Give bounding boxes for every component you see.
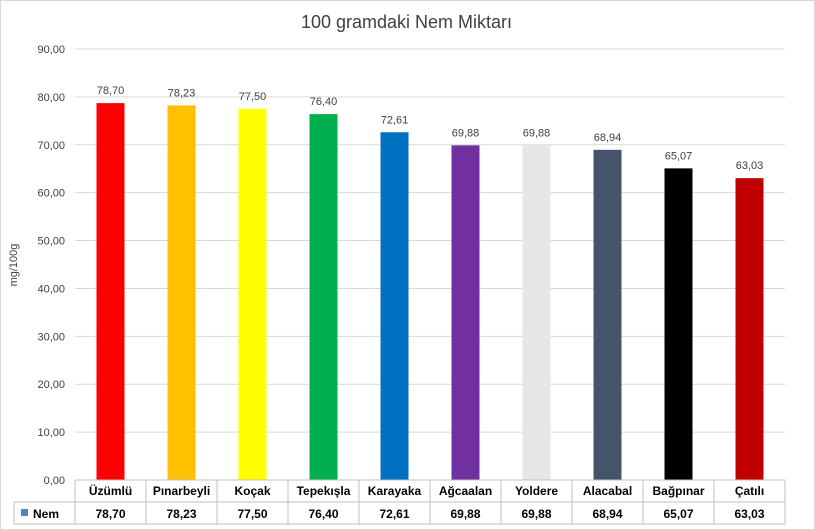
- y-tick-label: 50,00: [37, 236, 65, 248]
- data-table: Üzümlü 78,70 Pınarbeyli 78,23 Koçak 77,50 Tepe…: [13, 479, 786, 525]
- chart-title: 100 gramdaki Nem Miktarı: [300, 12, 513, 32]
- category-label: Çatılı: [735, 484, 764, 498]
- category-label: Koçak: [234, 484, 270, 498]
- table-value: 68,94: [592, 507, 622, 521]
- category-label: Alacabal: [583, 484, 632, 498]
- table-value: 69,88: [521, 507, 551, 521]
- y-tick-label: 0,00: [44, 475, 65, 487]
- category-label: Pınarbeyli: [153, 484, 210, 498]
- table-value: 78,23: [166, 507, 196, 521]
- bar: [167, 105, 196, 480]
- bar: [309, 114, 338, 480]
- data-labels: 78,70 78,23 77,50 76,40 72,61 69,88 69,88 68,94…: [97, 85, 764, 172]
- table-value: 72,61: [379, 507, 409, 521]
- category-label: Tepekışla: [297, 484, 351, 498]
- bar: [451, 145, 480, 480]
- bar: [593, 149, 622, 480]
- legend-key: [21, 509, 28, 516]
- category-label: Ağcaalan: [439, 484, 492, 498]
- y-tick-labels: 0,00 10,00 20,00 30,00 40,00 50,00 60,00 70,00 8…: [37, 44, 65, 487]
- y-tick-label: 80,00: [37, 92, 65, 104]
- data-label: 77,50: [239, 91, 267, 103]
- y-tick-label: 10,00: [37, 427, 65, 439]
- table-value: 69,88: [450, 507, 480, 521]
- bars: [96, 103, 764, 481]
- table-value: 78,70: [95, 507, 125, 521]
- y-tick-label: 60,00: [37, 188, 65, 200]
- bar: [735, 178, 764, 481]
- category-label: Yoldere: [515, 484, 558, 498]
- y-tick-label: 30,00: [37, 331, 65, 343]
- table-value: 65,07: [663, 507, 693, 521]
- category-label: Üzümlü: [89, 483, 132, 498]
- category-label: Bağpınar: [652, 484, 704, 498]
- y-tick-label: 90,00: [37, 44, 65, 56]
- bar: [238, 108, 267, 480]
- y-tick-label: 20,00: [37, 379, 65, 391]
- table-value: 63,03: [734, 507, 764, 521]
- bar: [522, 145, 551, 480]
- data-label: 69,88: [523, 127, 551, 139]
- data-label: 69,88: [452, 127, 480, 139]
- bar: [664, 168, 693, 480]
- series-name: Nem: [33, 507, 59, 521]
- category-label: Karayaka: [368, 484, 422, 498]
- data-label: 78,70: [97, 85, 125, 97]
- data-label: 63,03: [736, 160, 764, 172]
- data-label: 78,23: [168, 87, 196, 99]
- table-value: 77,50: [237, 507, 267, 521]
- data-label: 68,94: [594, 132, 622, 144]
- bar: [96, 103, 125, 480]
- y-tick-label: 40,00: [37, 283, 65, 295]
- table-value: 76,40: [308, 507, 338, 521]
- data-label: 76,40: [310, 96, 338, 108]
- y-tick-label: 70,00: [37, 140, 65, 152]
- bar: [380, 132, 409, 480]
- data-label: 72,61: [381, 114, 409, 126]
- data-label: 65,07: [665, 150, 693, 162]
